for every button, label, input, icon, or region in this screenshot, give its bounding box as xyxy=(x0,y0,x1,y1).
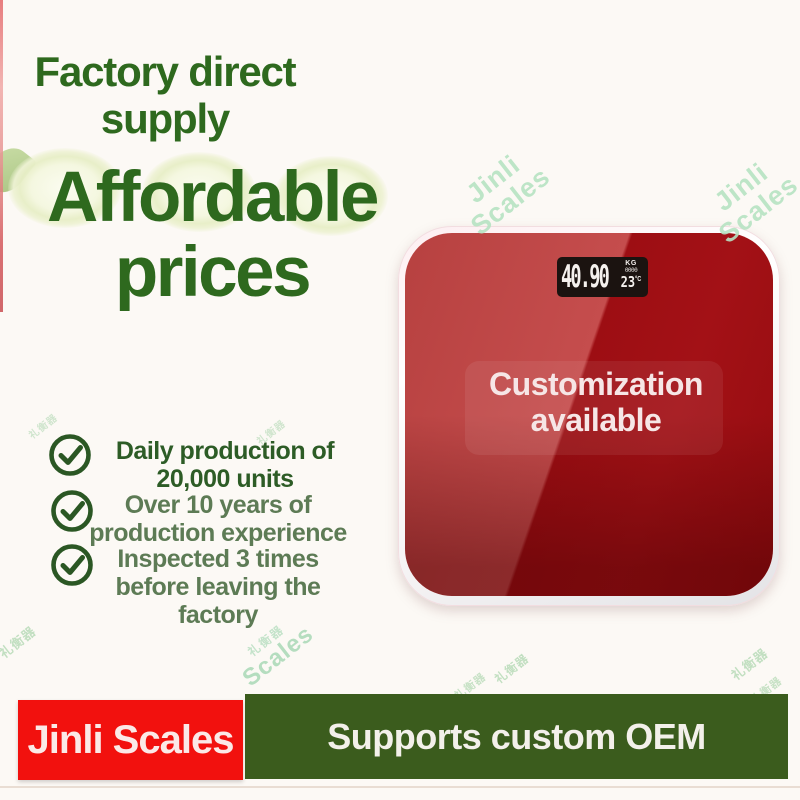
lcd-display: 40.90 KG 0000 23°C xyxy=(557,257,648,297)
customization-overlay: Customization available xyxy=(425,366,767,439)
feature-line: Inspected 3 times xyxy=(117,545,319,573)
subheadline-line2: prices xyxy=(114,233,312,313)
cjk-watermark-glyphs: 礼衡器 xyxy=(0,623,39,662)
headline: Factory direct supply xyxy=(0,48,330,142)
feature-line: factory xyxy=(178,601,258,629)
lcd-temp-unit: °C xyxy=(635,276,642,283)
subheadline: Affordable prices xyxy=(0,160,424,311)
headline-line2: supply xyxy=(100,95,230,143)
bottom-divider xyxy=(0,786,800,788)
headline-line1: Factory direct xyxy=(34,48,297,95)
overlay-line: available xyxy=(530,401,662,438)
check-circle-icon xyxy=(48,433,92,477)
cjk-watermark-glyphs: 礼衡器 xyxy=(492,651,532,687)
scale-glass-surface: 40.90 KG 0000 23°C Customization availab… xyxy=(405,233,773,596)
lcd-temp-value: 23 xyxy=(620,273,636,291)
oem-banner: Supports custom OEM xyxy=(245,694,788,779)
brand-banner-label: Jinli Scales xyxy=(27,717,235,762)
lcd-side-readouts: KG 0000 23°C xyxy=(618,260,644,290)
lcd-indicator-dots: 0000 xyxy=(624,267,638,274)
feature-line: Daily production of xyxy=(115,437,335,465)
garlic-bulb-decoration xyxy=(142,152,256,232)
garlic-bulb-decoration xyxy=(274,156,388,236)
feature-line: before leaving the xyxy=(115,573,321,601)
garlic-bulb-decoration xyxy=(8,148,122,228)
feature-item-experience: Over 10 years of production experience xyxy=(72,491,364,547)
feature-item-daily-production: Daily production of 20,000 units xyxy=(95,437,355,493)
feature-line: production experience xyxy=(89,519,347,547)
left-edge-photo-sliver xyxy=(0,0,3,312)
subheadline-line1: Affordable xyxy=(47,158,380,237)
cjk-watermark-glyphs: 礼衡器 xyxy=(728,645,771,684)
overlay-line: Customization xyxy=(489,366,703,402)
feature-item-inspection: Inspected 3 times before leaving the fac… xyxy=(75,545,361,629)
feature-line: 20,000 units xyxy=(156,465,294,493)
product-image-scale: 40.90 KG 0000 23°C Customization availab… xyxy=(398,226,780,606)
check-circle-icon xyxy=(50,489,94,533)
brand-banner: Jinli Scales xyxy=(18,700,243,780)
check-circle-icon xyxy=(50,543,94,587)
overlay-highlight-band xyxy=(465,361,723,455)
feature-line: Over 10 years of xyxy=(124,491,312,519)
lcd-temperature: 23°C xyxy=(621,275,642,290)
lcd-weight-value: 40.90 xyxy=(561,259,610,295)
oem-banner-label: Supports custom OEM xyxy=(327,715,706,757)
lcd-unit-label: KG xyxy=(625,260,637,267)
